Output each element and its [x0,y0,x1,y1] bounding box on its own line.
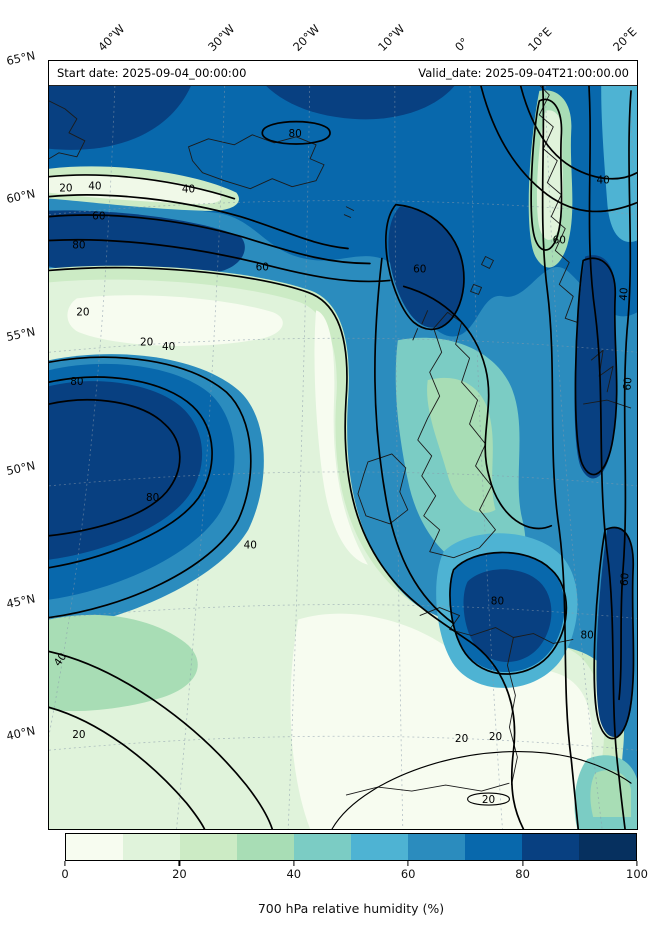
colorbar-ticks: 0 20 40 60 80 100 [61,861,648,885]
contour-label-40: 40 [244,540,257,552]
contour-label-80: 80 [581,629,594,641]
contour-label-20: 20 [59,183,72,195]
contour-label-80: 80 [491,596,504,608]
lat-tick-40n: 40°N [5,723,37,743]
lon-tick-30w: 30°W [205,21,238,54]
colorbar-segment [522,834,579,860]
contour-label-20: 20 [482,794,495,806]
contour-label-60: 60 [92,211,105,223]
colorbar-segment [351,834,408,860]
colorbar-tick-label: 20 [172,867,187,881]
valid-date-label: Valid_date: 2025-09-04T21:00:00.00 [418,66,629,80]
lon-tick-0: 0° [452,34,472,54]
lon-tick-40w: 40°W [95,21,128,54]
colorbar-segment [579,834,636,860]
colorbar-segment [237,834,294,860]
colorbar-tick-label: 0 [61,867,69,881]
colorbar-tick-label: 100 [626,867,648,881]
contour-label-80: 80 [289,128,302,140]
colorbar-segment [408,834,465,860]
contour-label-20: 20 [72,729,85,741]
colorbar-tickmark [178,861,180,866]
colorbar-swatches [66,834,636,860]
start-date-label: Start date: 2025-09-04_00:00:00 [57,66,247,80]
colorbar-segment [180,834,237,860]
contour-label-20: 20 [140,336,153,348]
contour-labels: 20 40 60 80 40 60 80 60 20 20 40 80 80 4… [52,128,635,806]
contour-label-80: 80 [72,240,85,252]
humidity-map-svg: 20 40 60 80 40 60 80 60 20 20 40 80 80 4… [49,61,637,829]
colorbar-segment [294,834,351,860]
contour-label-60: 60 [256,261,269,273]
colorbar-segment [123,834,180,860]
contour-label-80: 80 [146,492,159,504]
lon-tick-10w: 10°W [375,21,408,54]
lat-tick-65n: 65°N [5,48,37,68]
map-plot-area: 20 40 60 80 40 60 80 60 20 20 40 80 80 4… [48,60,638,830]
lon-tick-20w: 20°W [290,21,323,54]
lat-tick-50n: 50°N [5,458,37,478]
colorbar-tickmark [522,861,524,866]
contour-label-40: 40 [182,184,195,196]
colorbar-tickmark [636,861,638,866]
date-annotation-bar: Start date: 2025-09-04_00:00:00 Valid_da… [49,61,637,86]
contour-label-20: 20 [455,733,468,745]
lat-tick-60n: 60°N [5,186,37,206]
colorbar-tickmark [293,861,295,866]
lon-tick-10e: 10°E [525,24,555,54]
lat-tick-55n: 55°N [5,324,37,344]
colorbar-segment [465,834,522,860]
contour-label-60: 60 [618,572,631,586]
colorbar-tickmark [64,861,66,866]
contour-label-40: 40 [596,175,609,187]
colorbar-tickmark [407,861,409,866]
colorbar-tick-label: 80 [515,867,530,881]
colorbar-tick-label: 60 [400,867,416,881]
contour-label-20: 20 [489,731,502,743]
lon-tick-20e: 20°E [610,24,640,54]
colorbar-title: 700 hPa relative humidity (%) [257,901,445,916]
contour-label-80: 80 [70,376,83,388]
lat-tick-45n: 45°N [5,591,37,611]
contour-label-60: 60 [621,377,634,391]
contour-label-20: 20 [76,306,89,318]
colorbar-tick-label: 40 [286,867,302,881]
contour-label-60: 60 [553,235,566,247]
contour-label-40: 40 [88,181,101,193]
contour-label-40: 40 [617,287,630,301]
colorbar [65,833,637,861]
contour-label-40: 40 [162,341,175,353]
contour-lines [49,61,637,829]
colorbar-segment [66,834,123,860]
contour-label-60: 60 [413,263,426,275]
